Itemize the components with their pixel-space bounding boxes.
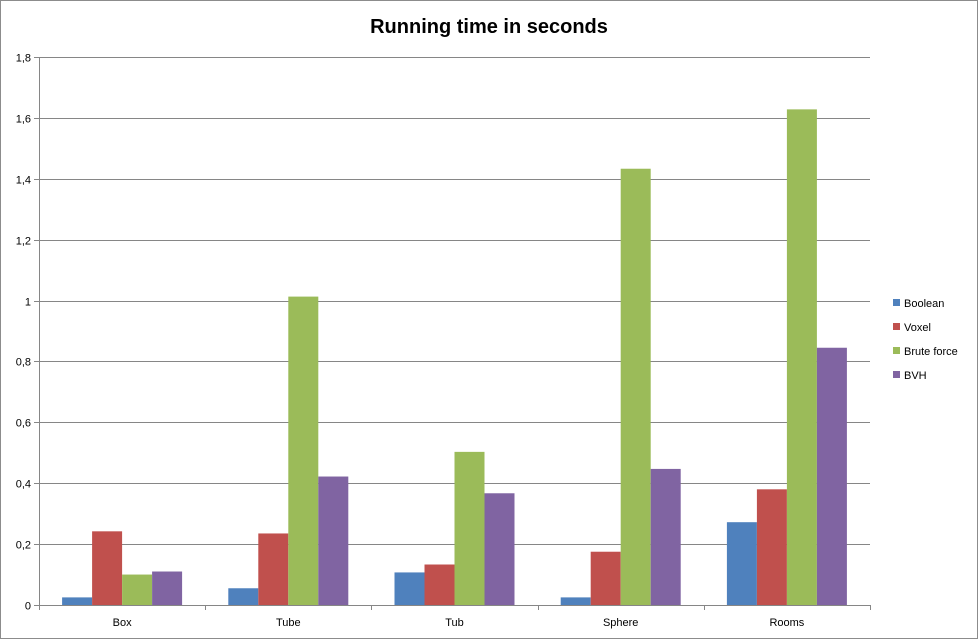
legend-label: Boolean [904,298,944,310]
bar-brute-force-tube [288,296,319,605]
axes [39,57,870,606]
bar-boolean-box [62,597,93,605]
y-axis-ticks: 0 0,2 0,4 0,6 0,8 1 1,2 1,4 1,6 1,8 [16,53,39,613]
x-tick-label: Box [113,617,132,629]
legend-swatch [893,371,900,378]
bar-boolean-sphere [560,597,591,605]
x-tick-label: Tub [445,617,464,629]
legend-label: Brute force [904,346,958,358]
gridlines [39,57,870,606]
bars [62,109,847,605]
bar-voxel-tub [424,564,455,605]
bar-bvh-box [152,571,183,605]
bar-brute-force-rooms [786,109,817,605]
y-tick-label: 0 [25,601,31,613]
bar-brute-force-tub [454,451,485,605]
legend: Boolean Voxel Brute force BVH [893,298,958,382]
legend-label: BVH [904,370,927,382]
chart-title: Running time in seconds [370,16,608,38]
y-tick-label: 1 [25,297,31,309]
bar-bvh-sphere [650,468,681,605]
bar-bvh-tube [318,476,349,605]
legend-label: Voxel [904,322,931,334]
legend-swatch [893,299,900,306]
y-tick-label: 1,6 [16,114,31,126]
bar-brute-force-box [122,574,153,605]
bar-voxel-tube [258,533,289,605]
bar-bvh-tub [484,493,515,605]
legend-swatch [893,323,900,330]
x-tick-label: Tube [276,617,301,629]
y-tick-label: 0,2 [16,540,31,552]
bar-boolean-rooms [726,522,757,605]
y-tick-label: 0,4 [16,479,31,491]
y-tick-label: 1,4 [16,175,31,187]
y-tick-label: 0,8 [16,357,31,369]
x-axis-ticks: Box Tube Tub Sphere Rooms [39,605,871,629]
y-tick-label: 0,6 [16,418,31,430]
bar-voxel-box [92,531,123,605]
bar-bvh-rooms [816,347,847,605]
bar-boolean-tub [394,572,425,605]
legend-swatch [893,347,900,354]
bar-voxel-sphere [590,551,621,605]
bar-voxel-rooms [756,489,787,605]
bar-brute-force-sphere [620,168,651,605]
x-tick-label: Rooms [769,617,804,629]
y-tick-label: 1,2 [16,236,31,248]
bar-boolean-tube [228,588,259,605]
y-tick-label: 1,8 [16,53,31,65]
x-tick-label: Sphere [603,617,638,629]
